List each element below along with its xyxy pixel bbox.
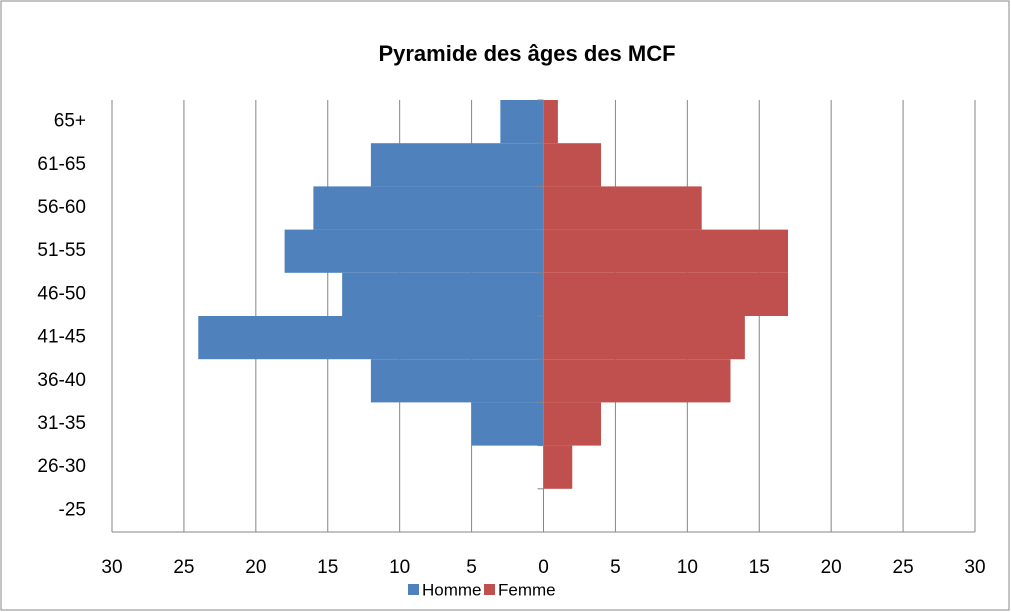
x-tick-label: 5: [610, 557, 621, 578]
x-tick-label: 10: [677, 557, 698, 578]
x-tick-label: 0: [538, 557, 549, 578]
x-tick-label: 25: [173, 557, 194, 578]
y-tick-label: -25: [59, 499, 86, 520]
legend-label: Homme: [422, 580, 482, 599]
x-tick-label: 30: [101, 557, 122, 578]
y-tick-label: 31-35: [37, 413, 86, 434]
x-tick-label: 15: [749, 557, 770, 578]
bar: [543, 229, 789, 273]
bar: [370, 359, 544, 403]
y-tick-label: 65+: [54, 111, 86, 132]
bar: [543, 143, 602, 187]
y-tick-label: 46-50: [37, 283, 86, 304]
bar: [543, 316, 745, 360]
x-tick-label: 25: [893, 557, 914, 578]
y-tick-label: 41-45: [37, 327, 86, 348]
bar: [471, 402, 544, 446]
x-tick-label: 10: [389, 557, 410, 578]
bar: [543, 402, 602, 446]
legend-swatch: [408, 584, 419, 595]
x-tick-label: 15: [317, 557, 338, 578]
bar: [342, 272, 544, 316]
bar: [500, 100, 544, 144]
y-tick-label: 26-30: [37, 456, 86, 477]
bar: [543, 445, 573, 489]
x-tick-label: 20: [821, 557, 842, 578]
bar: [543, 359, 731, 403]
chart-title: Pyramide des âges des MCF: [378, 41, 675, 66]
x-tick-label: 20: [245, 557, 266, 578]
bar: [313, 186, 544, 230]
x-tick-label: 30: [964, 557, 985, 578]
y-tick-label: 56-60: [37, 197, 86, 218]
bar: [543, 272, 789, 316]
legend-swatch: [484, 584, 495, 595]
bar: [543, 100, 558, 144]
y-tick-label: 61-65: [37, 154, 86, 175]
y-tick-label: 51-55: [37, 240, 86, 261]
bar: [198, 316, 544, 360]
x-tick-label: 5: [466, 557, 477, 578]
bar: [370, 143, 544, 187]
bar: [284, 229, 544, 273]
bar: [543, 186, 702, 230]
y-tick-label: 36-40: [37, 370, 86, 391]
legend-label: Femme: [498, 580, 556, 599]
